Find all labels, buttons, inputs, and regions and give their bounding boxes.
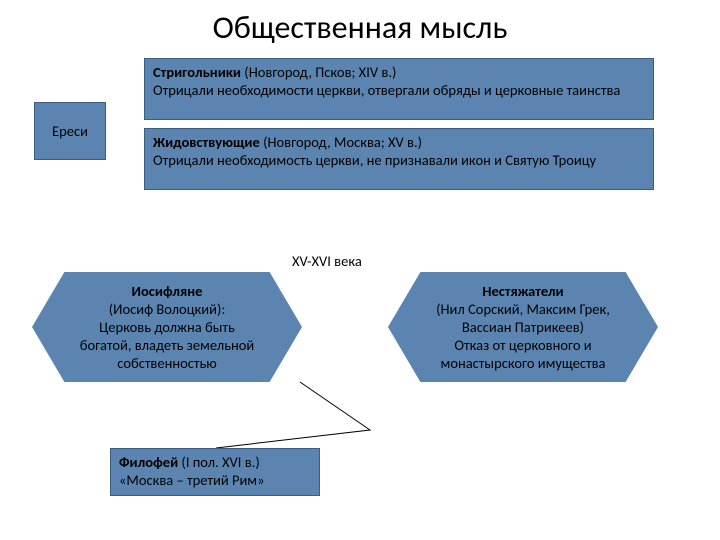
- connector-line: [0, 0, 720, 540]
- filofei-bold: Филофей: [119, 453, 178, 471]
- filofei-box: Филофей (I пол. XVI в.) «Москва – третий…: [110, 448, 320, 496]
- filofei-rest: (I пол. XVI в.): [178, 453, 260, 471]
- filofei-line2: «Москва – третий Рим»: [119, 471, 311, 489]
- filofei-line1: Филофей (I пол. XVI в.): [119, 453, 311, 471]
